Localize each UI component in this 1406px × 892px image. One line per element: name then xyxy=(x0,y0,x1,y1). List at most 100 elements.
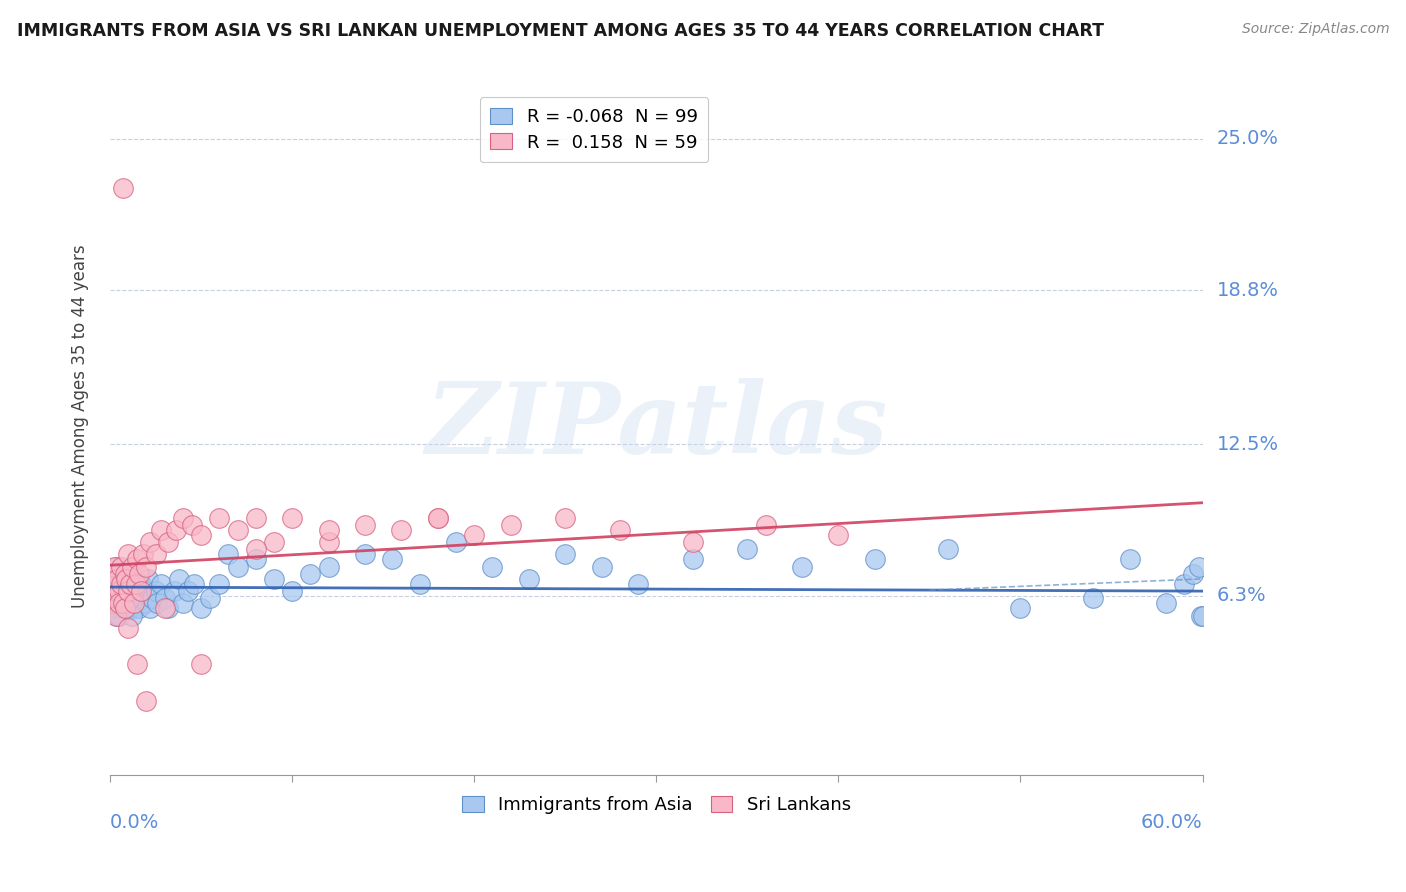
Point xyxy=(554,548,576,562)
Point xyxy=(103,566,125,581)
Point xyxy=(124,576,146,591)
Point xyxy=(128,601,150,615)
Point xyxy=(1154,596,1177,610)
Point xyxy=(124,576,146,591)
Point xyxy=(103,596,125,610)
Point xyxy=(177,584,200,599)
Point xyxy=(121,608,143,623)
Point xyxy=(114,591,136,606)
Point xyxy=(737,542,759,557)
Point xyxy=(104,559,127,574)
Point xyxy=(103,584,125,599)
Point xyxy=(226,559,249,574)
Point xyxy=(790,559,813,574)
Point xyxy=(127,596,149,610)
Point xyxy=(101,566,124,581)
Point xyxy=(134,596,156,610)
Point xyxy=(1188,559,1211,574)
Point xyxy=(101,576,124,591)
Point xyxy=(120,576,142,591)
Point xyxy=(609,523,631,537)
Point xyxy=(105,572,128,586)
Point xyxy=(122,596,145,610)
Point xyxy=(153,591,176,606)
Point xyxy=(190,657,212,672)
Point xyxy=(110,576,132,591)
Point xyxy=(408,576,430,591)
Point xyxy=(111,584,134,599)
Point xyxy=(132,548,155,562)
Point xyxy=(114,601,136,615)
Point xyxy=(172,596,194,610)
Point xyxy=(111,596,134,610)
Point xyxy=(103,596,125,610)
Text: 12.5%: 12.5% xyxy=(1216,434,1278,454)
Point xyxy=(299,566,322,581)
Point xyxy=(128,566,150,581)
Point xyxy=(122,601,145,615)
Point xyxy=(121,584,143,599)
Point xyxy=(117,596,139,610)
Point xyxy=(104,596,127,610)
Point xyxy=(754,518,776,533)
Point xyxy=(120,591,142,606)
Point xyxy=(108,608,131,623)
Point xyxy=(226,523,249,537)
Point xyxy=(591,559,613,574)
Point xyxy=(165,523,187,537)
Point xyxy=(117,584,139,599)
Point xyxy=(111,596,134,610)
Point xyxy=(145,548,167,562)
Point xyxy=(554,510,576,524)
Text: 6.3%: 6.3% xyxy=(1216,586,1265,606)
Point xyxy=(163,584,186,599)
Point xyxy=(245,510,267,524)
Point xyxy=(115,601,138,615)
Point xyxy=(517,572,540,586)
Point xyxy=(111,591,134,606)
Point xyxy=(120,576,142,591)
Text: Source: ZipAtlas.com: Source: ZipAtlas.com xyxy=(1241,22,1389,37)
Point xyxy=(426,510,449,524)
Point xyxy=(281,510,304,524)
Point xyxy=(104,608,127,623)
Point xyxy=(827,528,849,542)
Point xyxy=(120,601,142,615)
Point xyxy=(150,523,173,537)
Point xyxy=(127,657,149,672)
Point xyxy=(129,584,152,599)
Point xyxy=(139,535,162,549)
Point xyxy=(389,523,412,537)
Point xyxy=(139,601,162,615)
Point xyxy=(110,572,132,586)
Point xyxy=(150,576,173,591)
Point xyxy=(117,596,139,610)
Point xyxy=(122,572,145,586)
Point xyxy=(863,552,886,566)
Point xyxy=(318,535,340,549)
Legend: R = -0.068  N = 99, R =  0.158  N = 59: R = -0.068 N = 99, R = 0.158 N = 59 xyxy=(479,97,709,162)
Point xyxy=(111,601,134,615)
Point xyxy=(190,528,212,542)
Point xyxy=(318,559,340,574)
Point xyxy=(121,559,143,574)
Point xyxy=(157,535,180,549)
Point xyxy=(1191,608,1213,623)
Point xyxy=(200,591,222,606)
Point xyxy=(121,591,143,606)
Point xyxy=(101,566,124,581)
Point xyxy=(110,559,132,574)
Point xyxy=(936,542,959,557)
Point xyxy=(104,591,127,606)
Point xyxy=(354,548,377,562)
Point xyxy=(105,584,128,599)
Point xyxy=(105,596,128,610)
Point xyxy=(463,528,485,542)
Point xyxy=(117,566,139,581)
Point xyxy=(117,548,139,562)
Point xyxy=(157,601,180,615)
Point xyxy=(111,180,134,194)
Point xyxy=(141,591,163,606)
Point xyxy=(426,510,449,524)
Point xyxy=(110,576,132,591)
